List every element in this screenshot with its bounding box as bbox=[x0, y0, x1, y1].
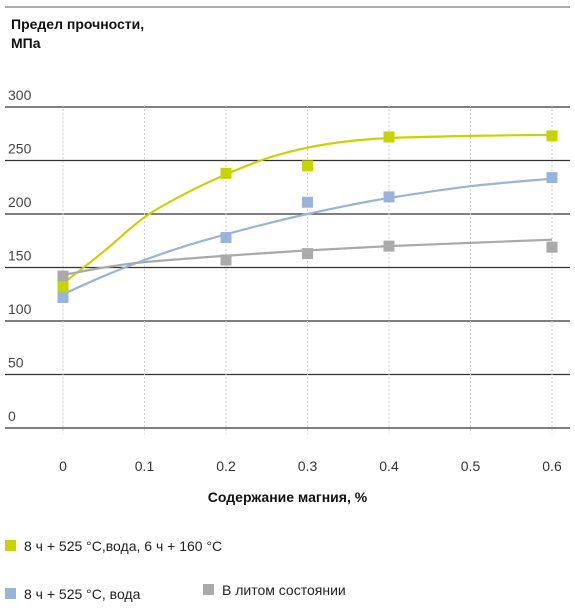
point-cast-0 bbox=[57, 270, 69, 282]
grid-lines bbox=[5, 6, 570, 434]
data-points bbox=[57, 130, 558, 303]
legend-item-quenched: 8 ч + 525 °С, вода bbox=[5, 586, 140, 602]
trend-lines bbox=[62, 133, 553, 296]
x-tick-label-0.2: 0.2 bbox=[216, 458, 236, 474]
x-axis-title: Содержание магния, % bbox=[207, 489, 368, 505]
x-tick-label-0.4: 0.4 bbox=[379, 458, 399, 474]
x-tick-labels: 0 0.1 0.2 0.3 0.4 0.5 0.6 bbox=[59, 458, 562, 474]
y-axis-title-line-1: Предел прочности, bbox=[11, 16, 145, 32]
x-tick-label-0.1: 0.1 bbox=[135, 458, 155, 474]
x-tick-label-0.5: 0.5 bbox=[461, 458, 481, 474]
point-aged-3 bbox=[383, 131, 395, 143]
point-cast-4 bbox=[546, 241, 558, 253]
point-quenched-0 bbox=[57, 291, 69, 303]
point-cast-3 bbox=[383, 240, 395, 252]
legend-swatch-quenched bbox=[5, 587, 16, 599]
point-quenched-4 bbox=[546, 172, 558, 184]
y-tick-label-300: 300 bbox=[8, 87, 32, 103]
x-tick-label-0.3: 0.3 bbox=[298, 458, 318, 474]
legend-label-cast: В литом состоянии bbox=[222, 582, 346, 598]
point-cast-1 bbox=[220, 254, 232, 266]
y-axis-title-line-2: МПа bbox=[11, 35, 41, 51]
legend-item-aged: 8 ч + 525 °С,вода, 6 ч + 160 °С bbox=[5, 538, 222, 554]
y-tick-label-150: 150 bbox=[8, 248, 32, 264]
point-quenched-3 bbox=[383, 191, 395, 203]
y-axis-title: Предел прочности, МПа bbox=[11, 15, 211, 53]
y-tick-label-100: 100 bbox=[8, 301, 32, 317]
y-tick-label-250: 250 bbox=[8, 141, 32, 157]
y-tick-labels: 0 50 100 150 200 250 300 bbox=[8, 87, 32, 424]
legend-swatch-aged bbox=[5, 539, 16, 551]
y-tick-label-0: 0 bbox=[8, 408, 16, 424]
point-aged-4 bbox=[546, 130, 558, 142]
point-aged-0 bbox=[57, 281, 69, 293]
point-cast-2 bbox=[302, 248, 313, 260]
legend-label-quenched: 8 ч + 525 °С, вода bbox=[24, 586, 141, 602]
point-quenched-1 bbox=[220, 232, 232, 244]
trend-line-aged bbox=[62, 133, 553, 285]
point-aged-2 bbox=[302, 160, 313, 172]
trend-line-quenched bbox=[62, 177, 553, 296]
legend-swatch-cast bbox=[203, 583, 214, 595]
trend-line-cast bbox=[62, 238, 553, 277]
point-aged-1 bbox=[220, 167, 232, 179]
x-tick-label-0: 0 bbox=[59, 458, 67, 474]
y-tick-label-200: 200 bbox=[8, 194, 32, 210]
y-tick-label-50: 50 bbox=[8, 355, 24, 371]
point-quenched-2 bbox=[302, 196, 313, 208]
legend-label-aged: 8 ч + 525 °С,вода, 6 ч + 160 °С bbox=[24, 538, 223, 554]
x-tick-label-0.6: 0.6 bbox=[542, 458, 562, 474]
legend-item-cast: В литом состоянии bbox=[203, 582, 346, 598]
